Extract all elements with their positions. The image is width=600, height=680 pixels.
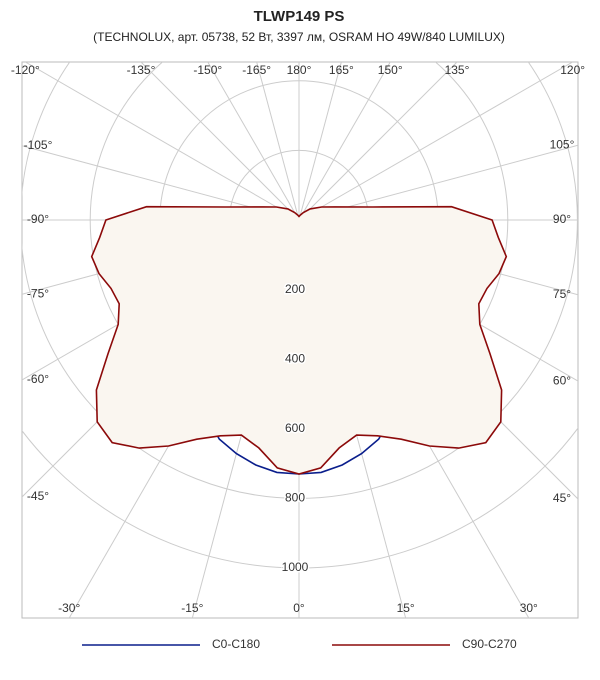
grid-ray	[25, 62, 300, 221]
angle-tick-label: 180°	[287, 63, 312, 77]
angle-tick-label: 120°	[560, 63, 585, 77]
angle-tick-label: -165°	[242, 63, 271, 77]
angle-tick-label: 165°	[329, 63, 354, 77]
legend-label: C0-C180	[212, 637, 260, 651]
angle-tick-label: 75°	[553, 287, 571, 301]
legend-label: C90-C270	[462, 637, 517, 651]
angle-tick-label: -135°	[127, 63, 156, 77]
plot-area	[22, 62, 578, 618]
series-line	[90, 205, 508, 475]
angle-tick-label: 150°	[378, 63, 403, 77]
labels: 180° -165° -150° -135° -120° -105° -90° -75° -60…	[11, 63, 585, 615]
r-tick-label: 800	[285, 491, 305, 505]
angle-tick-label: -120°	[11, 63, 40, 77]
grid-ray	[298, 62, 573, 221]
grid-ray	[298, 62, 391, 221]
grid-ray	[207, 62, 300, 221]
angle-tick-label: 0°	[293, 601, 305, 615]
angle-tick-label: 45°	[553, 491, 571, 505]
angle-tick-label: -75°	[27, 286, 49, 300]
chart-title: TLWP149 PS	[254, 8, 345, 25]
angle-tick-label: 30°	[520, 601, 538, 615]
angle-tick-label: -90°	[27, 212, 49, 226]
angle-tick-label: -45°	[27, 489, 49, 503]
angle-tick-label: 105°	[550, 137, 575, 151]
angle-tick-label: 90°	[553, 212, 571, 226]
r-tick-label: 400	[285, 351, 305, 365]
plot-frame	[21, 61, 579, 619]
grid-ray	[140, 62, 300, 221]
r-tick-label: 1000	[282, 560, 309, 574]
angle-tick-label: -60°	[27, 372, 49, 386]
angle-tick-label: 135°	[445, 63, 470, 77]
grid-ray	[298, 62, 342, 221]
r-tick-label: 200	[285, 282, 305, 296]
angle-tick-label: -105°	[24, 138, 53, 152]
r-tick-label: 600	[285, 421, 305, 435]
angle-tick-label: 15°	[397, 601, 415, 615]
angle-tick-label: 60°	[553, 373, 571, 387]
angle-tick-label: -150°	[193, 63, 222, 77]
chart-subtitle: (TECHNOLUX, арт. 05738, 52 Вт, 3397 лм, …	[93, 30, 505, 44]
angle-tick-label: -30°	[58, 601, 80, 615]
angle-tick-label: -15°	[181, 601, 203, 615]
grid-ray	[256, 62, 300, 221]
grid-ray	[298, 62, 458, 221]
